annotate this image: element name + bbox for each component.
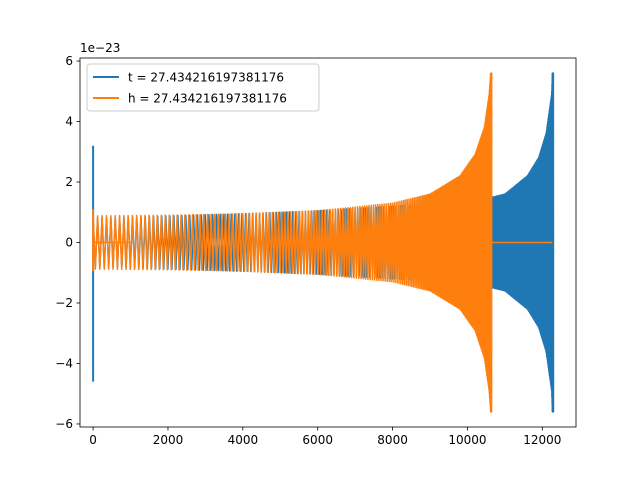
x-tick-label: 10000	[448, 433, 486, 447]
plot-area	[92, 72, 555, 413]
x-tick-label: 6000	[302, 433, 333, 447]
legend-entry: t = 27.434216197381176	[93, 71, 284, 85]
axes: 0 2000 4000 6000 8000 10000 12000 −6 −4 −2 0 2 4 6	[55, 54, 577, 447]
y-tick-label: −6	[55, 417, 73, 431]
x-tick-label: 4000	[228, 433, 259, 447]
y-offset-label: 1e−23	[80, 41, 120, 55]
x-tick-label: 8000	[377, 433, 408, 447]
y-tick-label: 6	[65, 54, 73, 68]
y-tick-label: 0	[65, 236, 73, 250]
x-tick-label: 12000	[523, 433, 561, 447]
x-tick-label: 2000	[153, 433, 184, 447]
legend-label: t = 27.434216197381176	[128, 71, 284, 85]
series-line	[92, 72, 493, 413]
legend: t = 27.434216197381176 h = 27.43421619738…	[86, 63, 320, 112]
x-tick-label: 0	[89, 433, 97, 447]
legend-box	[86, 63, 320, 112]
y-tick-label: 2	[65, 175, 73, 189]
legend-entry: h = 27.434216197381176	[93, 92, 287, 106]
legend-label: h = 27.434216197381176	[128, 92, 287, 106]
y-tick-label: −4	[55, 356, 73, 370]
y-tick-label: −2	[55, 296, 73, 310]
series-h	[92, 72, 553, 413]
series-dense-fill	[427, 73, 492, 412]
y-tick-label: 4	[65, 115, 73, 129]
